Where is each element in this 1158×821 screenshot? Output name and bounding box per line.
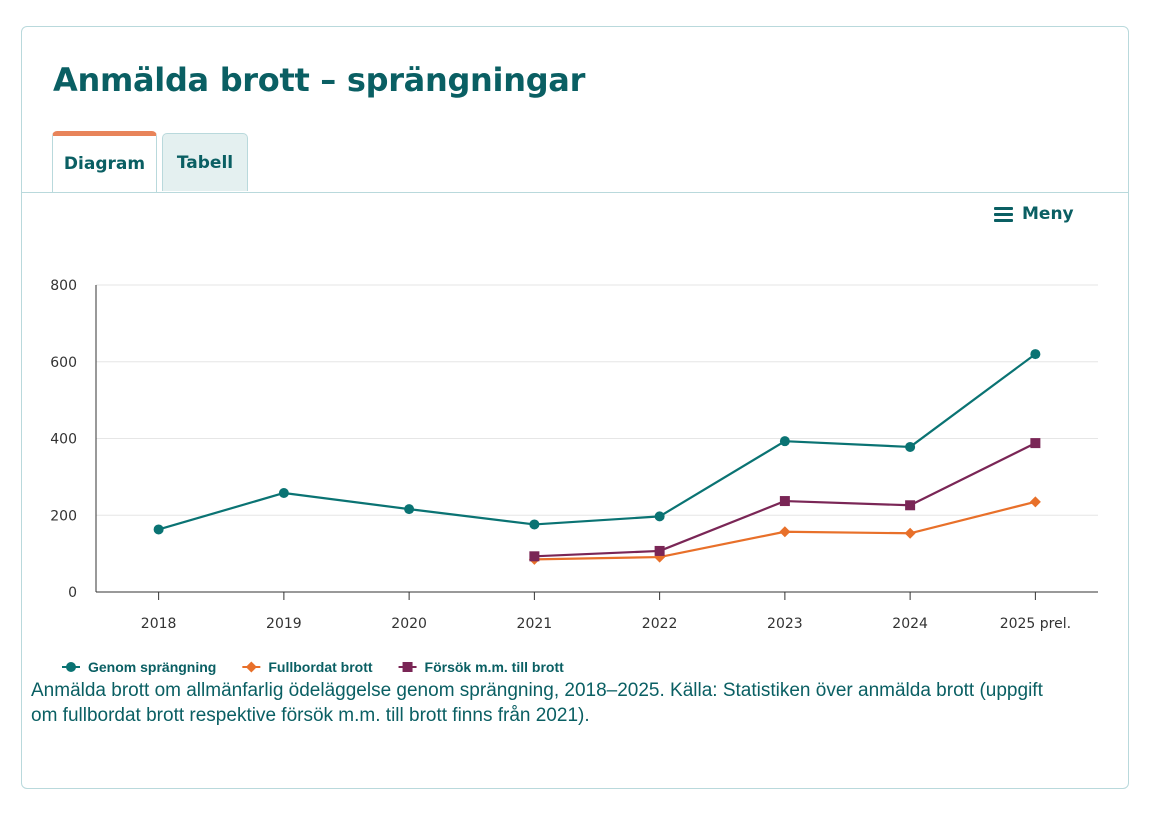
legend-item[interactable]: Fullbordat brott: [242, 659, 373, 675]
data-point: [904, 527, 916, 539]
legend-marker: [402, 662, 413, 672]
y-tick-label: 400: [50, 432, 77, 448]
data-point: [529, 551, 540, 562]
legend-marker: [66, 662, 76, 672]
tab-bar: Diagram Tabell: [22, 131, 1128, 193]
x-tick-label: 2018: [141, 616, 177, 632]
legend-item[interactable]: Genom sprängning: [62, 659, 216, 675]
data-point: [1030, 438, 1041, 449]
y-tick-label: 200: [50, 508, 77, 524]
data-point: [654, 511, 665, 522]
hamburger-menu-icon: [994, 206, 1013, 222]
menu-button[interactable]: Meny: [994, 204, 1074, 224]
y-tick-label: 0: [68, 585, 77, 601]
data-point: [1029, 496, 1041, 508]
data-point: [153, 524, 164, 535]
legend-label: Försök m.m. till brott: [425, 659, 565, 675]
data-point: [278, 487, 289, 498]
data-point: [905, 500, 916, 511]
x-tick-label: 2022: [642, 616, 678, 632]
data-point: [1030, 349, 1041, 360]
legend-label: Fullbordat brott: [268, 659, 373, 675]
data-point: [404, 504, 415, 515]
chart-card: Anmälda brott – sprängningar Diagram Tab…: [21, 26, 1129, 789]
data-point: [779, 436, 790, 447]
chart-caption: Anmälda brott om allmänfarlig ödeläggels…: [31, 680, 1043, 726]
legend-marker: [245, 661, 257, 673]
data-point: [905, 441, 916, 452]
data-point: [779, 496, 790, 507]
data-point: [779, 526, 791, 538]
page-title: Anmälda brott – sprängningar: [53, 61, 586, 99]
x-tick-label: 2023: [767, 616, 803, 632]
x-tick-label: 2020: [391, 616, 427, 632]
menu-label: Meny: [1022, 204, 1074, 224]
x-tick-label: 2021: [517, 616, 553, 632]
x-tick-label: 2025 prel.: [1000, 616, 1071, 632]
legend-label: Genom sprängning: [88, 659, 216, 675]
tab-tabell[interactable]: Tabell: [162, 133, 248, 191]
y-tick-label: 800: [50, 278, 77, 294]
x-tick-label: 2019: [266, 616, 302, 632]
y-tick-label: 600: [50, 355, 77, 371]
x-tick-label: 2024: [892, 616, 928, 632]
tab-diagram[interactable]: Diagram: [52, 131, 157, 192]
series-line: [158, 353, 1037, 531]
data-point: [654, 545, 665, 556]
data-point: [529, 519, 540, 530]
legend-item[interactable]: Försök m.m. till brott: [398, 659, 565, 675]
